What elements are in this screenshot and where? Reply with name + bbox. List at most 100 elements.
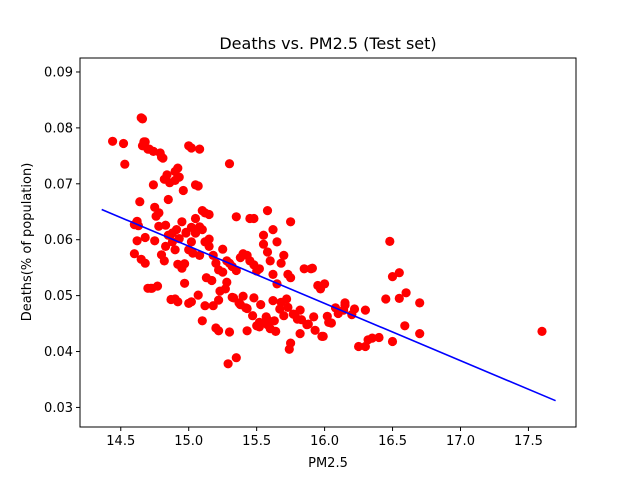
data-point: [268, 225, 278, 235]
x-tick-label: 14.5: [106, 434, 135, 449]
data-point: [197, 225, 207, 235]
y-tick-label: 0.07: [44, 177, 73, 192]
y-tick-label: 0.09: [44, 65, 73, 80]
data-point: [231, 353, 241, 363]
data-point: [265, 256, 275, 266]
data-point: [367, 333, 377, 343]
data-point: [415, 329, 425, 339]
data-point: [178, 185, 188, 196]
x-tick-label: 16.5: [378, 434, 407, 449]
x-tick-label: 15.5: [242, 434, 271, 449]
chart-title: Deaths vs. PM2.5 (Test set): [219, 34, 436, 53]
data-point: [150, 236, 160, 246]
data-point: [254, 322, 264, 332]
y-axis-label: Deaths(% of population): [20, 163, 35, 322]
data-point: [200, 301, 210, 311]
x-tick-label: 17.5: [514, 434, 543, 449]
data-point: [249, 213, 259, 224]
data-point: [152, 281, 163, 291]
data-point: [108, 136, 118, 146]
data-point: [309, 312, 319, 322]
data-point: [186, 237, 196, 247]
data-point: [537, 326, 547, 336]
data-point: [242, 326, 252, 336]
data-point: [292, 314, 302, 324]
data-point: [272, 237, 282, 247]
data-point: [170, 245, 180, 255]
data-point: [170, 294, 180, 304]
data-point: [394, 268, 404, 278]
data-point: [174, 172, 184, 182]
data-point: [161, 220, 171, 230]
data-point: [204, 241, 214, 251]
data-point: [400, 321, 410, 331]
data-point: [295, 329, 305, 339]
data-point: [283, 302, 293, 312]
data-point: [231, 212, 241, 222]
data-point: [262, 206, 273, 216]
data-point: [360, 305, 370, 315]
data-point: [262, 247, 273, 257]
data-point: [268, 296, 278, 306]
data-point: [148, 180, 158, 190]
data-point: [140, 137, 150, 147]
data-point: [129, 249, 139, 259]
data-point: [310, 325, 320, 335]
data-point: [249, 293, 259, 303]
y-tick-label: 0.08: [44, 121, 73, 136]
data-point: [201, 273, 211, 283]
y-tick-label: 0.04: [44, 345, 73, 360]
data-point: [320, 279, 330, 289]
data-point: [159, 256, 169, 266]
data-point: [222, 277, 232, 287]
data-point: [224, 327, 235, 337]
data-point: [286, 273, 296, 283]
data-point: [135, 197, 145, 207]
data-point: [387, 272, 398, 282]
data-point: [186, 143, 196, 153]
data-point: [303, 319, 313, 329]
data-point: [193, 181, 203, 191]
data-point: [276, 297, 286, 307]
data-point: [268, 269, 278, 279]
y-tick-label: 0.06: [44, 233, 73, 248]
data-point: [197, 316, 207, 326]
data-point: [180, 259, 190, 269]
data-point: [195, 144, 205, 154]
data-point: [242, 303, 252, 314]
data-point: [401, 288, 411, 298]
data-point: [137, 114, 148, 124]
data-point: [150, 202, 160, 212]
data-point: [385, 236, 395, 246]
data-point: [184, 298, 194, 308]
data-point: [229, 293, 239, 303]
data-point: [223, 359, 233, 369]
data-point: [374, 332, 384, 343]
data-point: [180, 278, 190, 288]
data-point: [307, 263, 317, 273]
data-point: [279, 250, 289, 260]
data-point: [161, 241, 171, 251]
x-tick-label: 17.0: [446, 434, 475, 449]
data-point: [238, 291, 248, 301]
data-point: [286, 338, 296, 348]
data-point: [387, 336, 398, 347]
data-point: [193, 290, 203, 300]
data-point: [231, 265, 241, 276]
data-point: [354, 341, 364, 352]
data-point: [162, 170, 172, 180]
data-point: [171, 225, 182, 235]
data-point: [248, 311, 258, 321]
data-point: [349, 304, 360, 314]
data-point: [394, 293, 404, 303]
data-point: [163, 194, 173, 205]
data-point: [286, 217, 296, 227]
y-axis: 0.03 0.04 0.05 0.06 0.07 0.08 0.09: [44, 65, 80, 416]
data-point: [190, 213, 201, 224]
data-point: [204, 234, 214, 244]
x-axis: 14.5 15.0 15.5 16.0 16.5 17.0 17.5: [106, 427, 543, 449]
data-point: [258, 239, 269, 249]
data-point: [140, 232, 150, 243]
data-point: [177, 217, 187, 227]
